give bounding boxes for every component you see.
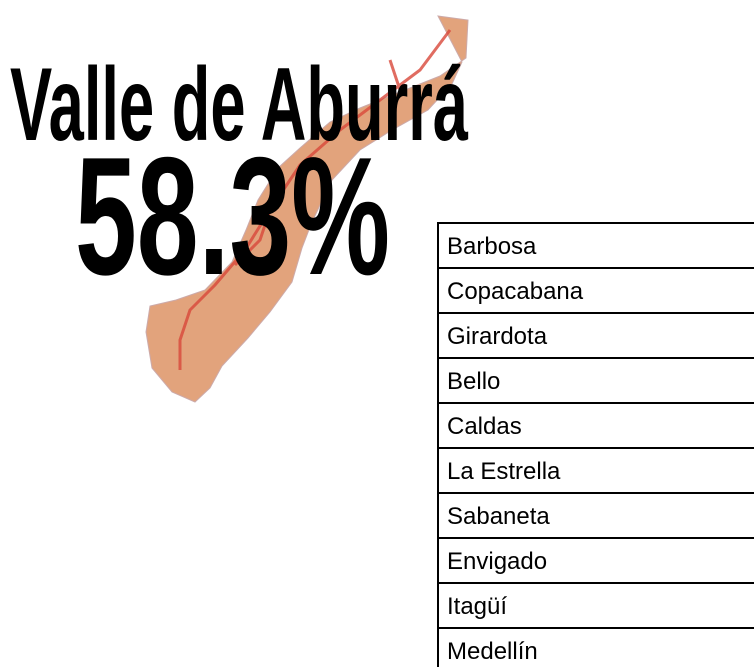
list-item: Itagüí (437, 584, 754, 629)
list-item: Copacabana (437, 269, 754, 314)
region-map (145, 15, 469, 403)
list-item: Girardota (437, 314, 754, 359)
list-item: Barbosa (437, 224, 754, 269)
title: Valle de Aburrá (10, 47, 469, 163)
list-item: Envigado (437, 539, 754, 584)
list-item: Caldas (437, 404, 754, 449)
road-lines (178, 29, 452, 370)
list-item: Medellín (437, 629, 754, 667)
municipality-list: Barbosa Copacabana Girardota Bello Caldas La … (437, 222, 754, 667)
list-item: La Estrella (437, 449, 754, 494)
list-item: Sabaneta (437, 494, 754, 539)
percentage: 58.3% (75, 122, 390, 310)
list-item: Bello (437, 359, 754, 404)
